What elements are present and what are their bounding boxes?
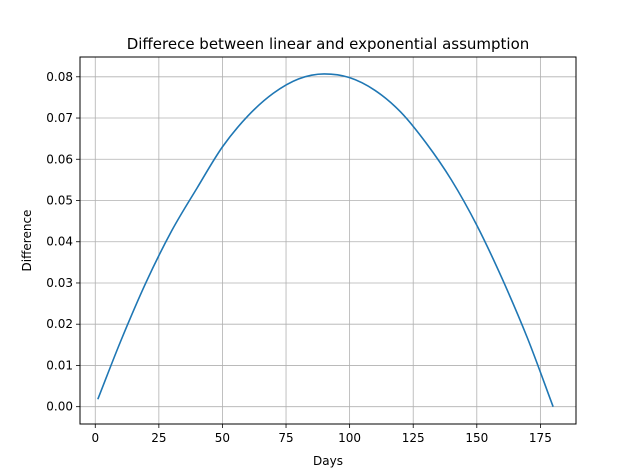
y-tick-label: 0.01 [46,358,73,372]
series-line [97,73,554,407]
x-tick-label: 25 [151,431,166,445]
x-tick-label: 125 [402,431,425,445]
y-axis: 0.00 0.01 0.02 0.03 0.04 0.05 0.06 0.07 0.08 [46,70,80,414]
x-axis-label: Days [313,454,343,468]
y-tick-label: 0.00 [46,400,73,414]
y-tick-label: 0.06 [46,152,73,166]
y-tick-label: 0.07 [46,111,73,125]
y-axis-label: Difference [20,210,34,272]
plot-frame [79,56,577,425]
y-tick-label: 0.05 [46,194,73,208]
x-tick-label: 175 [529,431,552,445]
x-axis: 0 25 50 75 100 125 150 175 [91,424,552,445]
x-tick-label: 50 [215,431,230,445]
x-tick-label: 100 [338,431,361,445]
y-tick-label: 0.02 [46,317,73,331]
series-layer [97,73,554,407]
x-tick-label: 150 [465,431,488,445]
y-tick-label: 0.03 [46,276,73,290]
y-tick-label: 0.04 [46,235,73,249]
x-tick-label: 75 [278,431,293,445]
chart-title: Differece between linear and exponential… [127,35,530,53]
grid [80,57,576,424]
x-tick-label: 0 [91,431,99,445]
y-tick-label: 0.08 [46,70,73,84]
